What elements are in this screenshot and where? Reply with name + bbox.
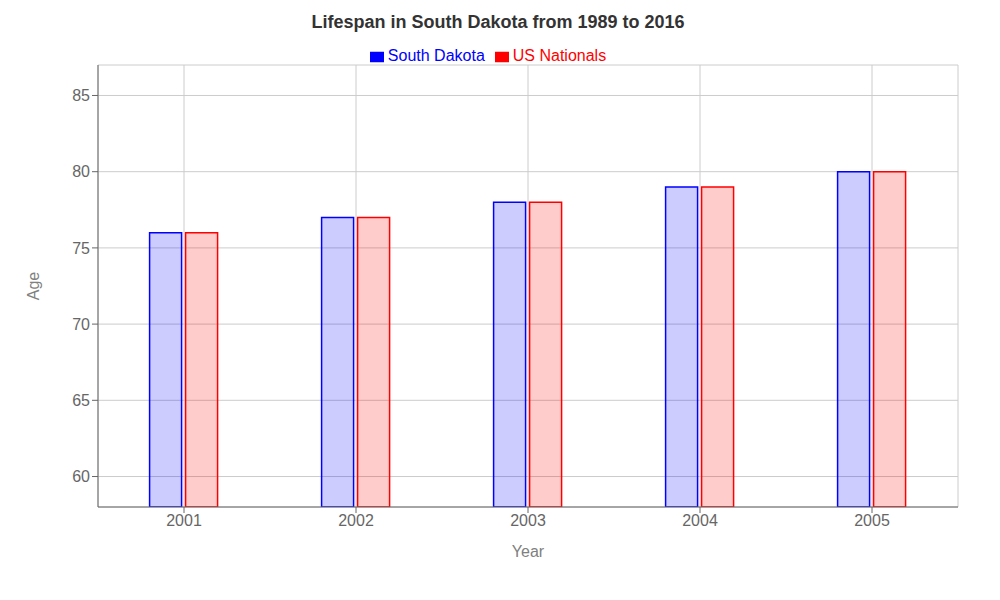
html-text:South Dakota: South Dakota [387, 47, 485, 64]
html-text:US Nationals: US Nationals [512, 47, 607, 64]
svg-text:Year: Year [512, 543, 545, 560]
svg-text:75: 75 [72, 240, 90, 257]
svg-text:85: 85 [72, 87, 90, 104]
svg-text:2003: 2003 [510, 512, 546, 529]
svg-text:Age: Age [25, 272, 42, 301]
svg-text:2002: 2002 [338, 512, 374, 529]
html-text:Lifespan in South Dakota from: Lifespan in South Dakota from 1989 to 20… [311, 12, 685, 32]
svg-text:60: 60 [72, 468, 90, 485]
svg-text:65: 65 [72, 392, 90, 409]
svg-text:2004: 2004 [682, 512, 718, 529]
svg-text:70: 70 [72, 316, 90, 333]
svg-text:2001: 2001 [166, 512, 202, 529]
svg-text:2005: 2005 [854, 512, 890, 529]
svg-text:80: 80 [72, 163, 90, 180]
